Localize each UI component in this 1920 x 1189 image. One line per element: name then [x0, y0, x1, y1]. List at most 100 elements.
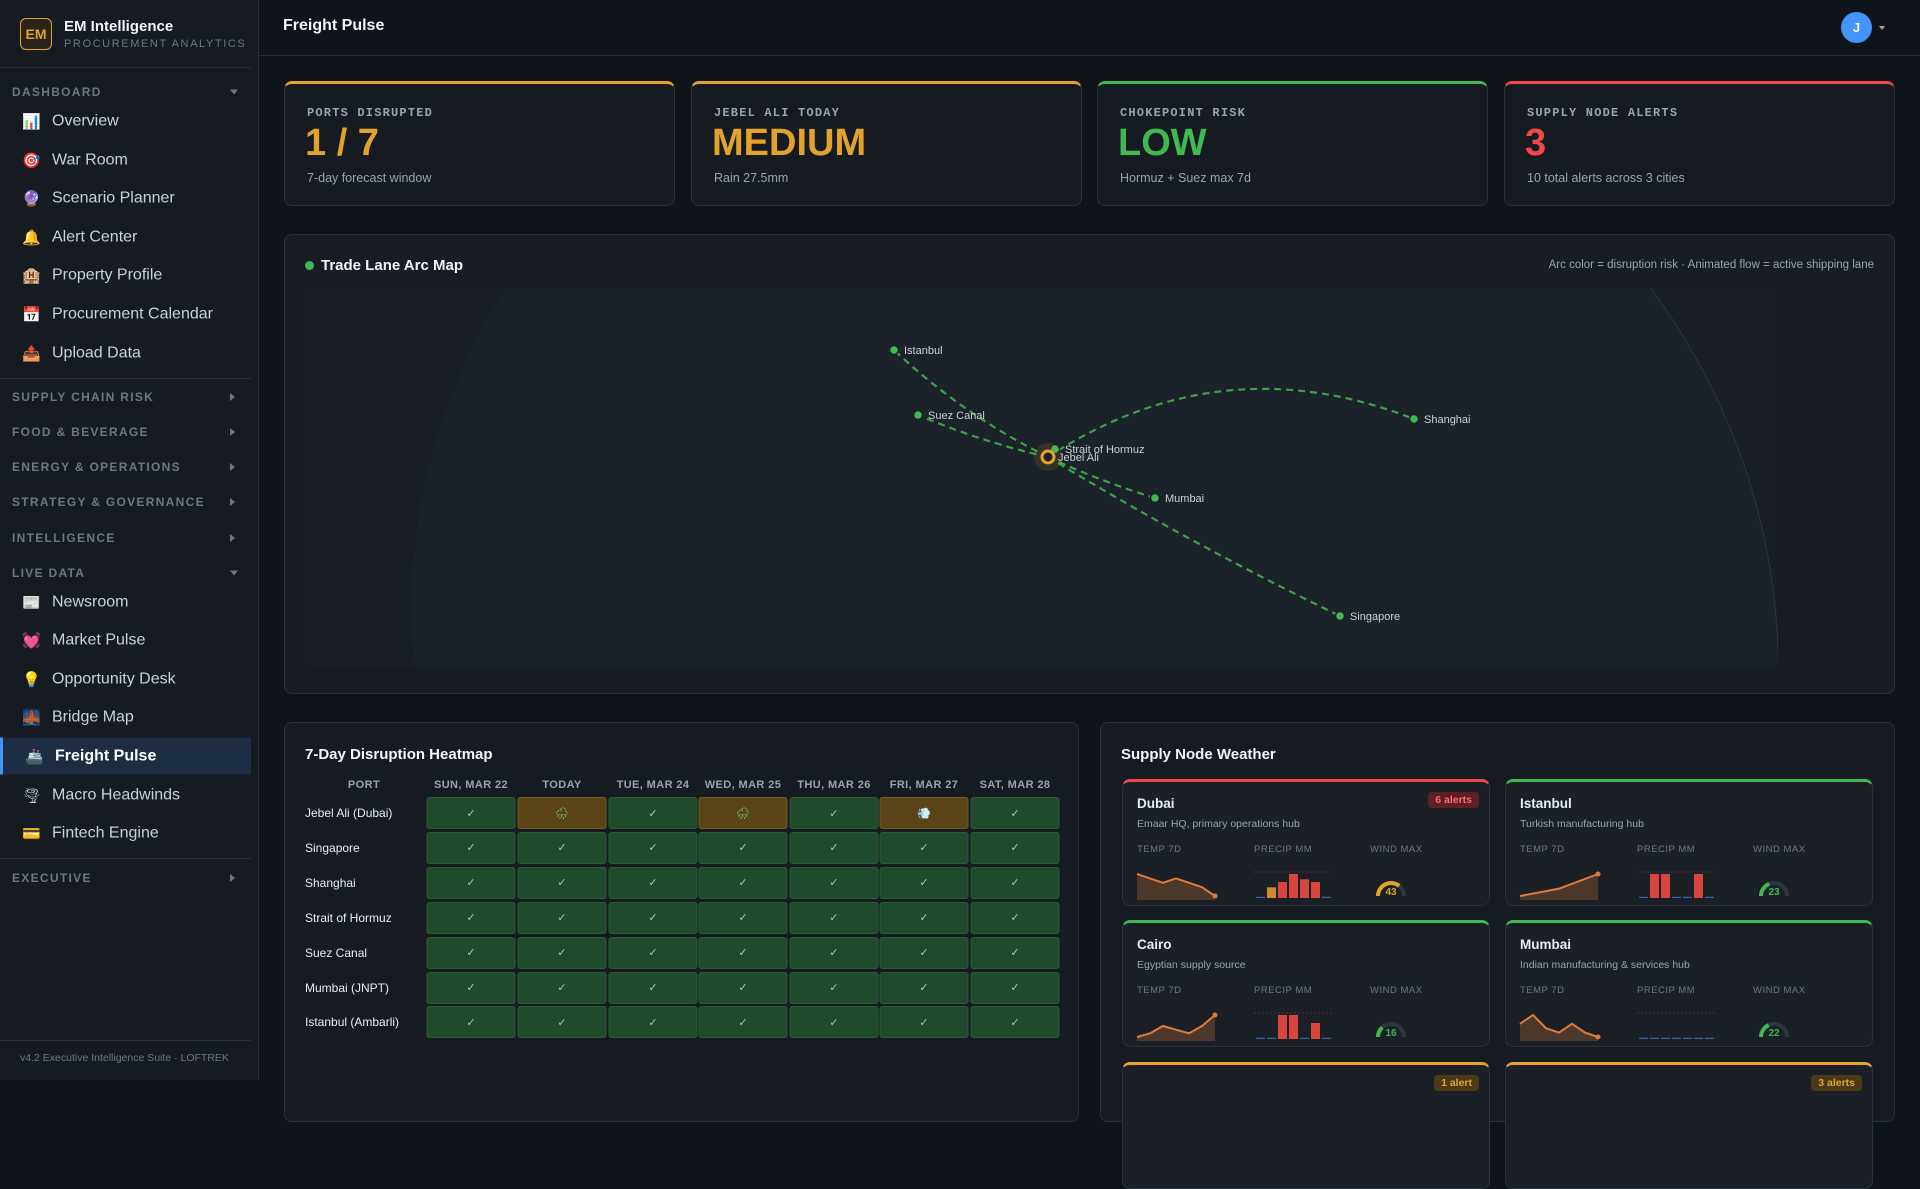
heat-cell[interactable]: ✓: [970, 797, 1060, 829]
port-name: Strait of Hormuz: [305, 910, 392, 925]
alert-badge: 6 alerts: [1428, 792, 1479, 808]
heat-cell[interactable]: ✓: [970, 866, 1060, 899]
temp-area: [1520, 1015, 1598, 1041]
heat-cell[interactable]: ✓: [789, 831, 879, 864]
heat-cell[interactable]: ✓: [426, 866, 516, 899]
heat-cell[interactable]: ✓: [608, 901, 698, 934]
nav-item[interactable]: 💓 Market Pulse: [0, 622, 251, 659]
heat-cell[interactable]: ✓: [698, 866, 788, 899]
section-header[interactable]: INTELLIGENCE: [12, 530, 116, 545]
nav-item[interactable]: 🎯 War Room: [0, 142, 251, 179]
heat-cell[interactable]: ✓: [698, 936, 788, 969]
nav-label: Procurement Calendar: [52, 305, 213, 323]
heat-cell[interactable]: ✓: [879, 1006, 969, 1039]
section-header[interactable]: DASHBOARD: [12, 85, 102, 99]
city-desc: Emaar HQ, primary operations hub: [1137, 818, 1300, 830]
section-header[interactable]: STRATEGY & GOVERNANCE: [12, 495, 205, 510]
heat-cell[interactable]: ✓: [698, 831, 788, 864]
sidebar: EM EM Intelligence PROCUREMENT ANALYTICS DA…: [0, 0, 259, 1080]
section-header[interactable]: ENERGY & OPERATIONS: [12, 460, 181, 475]
city-name: Cairo: [1137, 937, 1172, 952]
heat-cell[interactable]: ✓: [789, 936, 879, 969]
section-chevron: [230, 498, 235, 507]
heat-cell[interactable]: ✓: [879, 866, 969, 899]
nav-item[interactable]: 🔮 Scenario Planner: [0, 180, 251, 217]
precip-bar: [1322, 896, 1331, 898]
nav-item[interactable]: 📰 Newsroom: [0, 584, 251, 621]
nav-item[interactable]: 📅 Procurement Calendar: [0, 296, 251, 333]
nav-item[interactable]: 🔔 Alert Center: [0, 219, 251, 256]
heat-cell[interactable]: ✓: [698, 971, 788, 1004]
precip-bar: [1639, 1037, 1648, 1039]
kpi-value: MEDIUM: [712, 122, 867, 164]
metric-label: WIND MAX: [1370, 985, 1423, 996]
column-header: WED, MAR 25: [704, 779, 782, 791]
heat-cell[interactable]: 🌧: [517, 797, 607, 829]
heat-cell[interactable]: ✓: [879, 936, 969, 969]
nav-item[interactable]: 📤 Upload Data: [0, 335, 251, 372]
heat-cell[interactable]: ✓: [879, 901, 969, 934]
port-node: [1149, 492, 1161, 504]
heat-cell[interactable]: ✓: [517, 936, 607, 969]
precip-bar: [1322, 1037, 1331, 1039]
heat-cell[interactable]: ✓: [608, 831, 698, 864]
precip-bar: [1267, 887, 1276, 898]
heat-cell[interactable]: ✓: [698, 901, 788, 934]
city-desc: Egyptian supply source: [1137, 959, 1246, 971]
nav-label: War Room: [52, 151, 128, 168]
section-header[interactable]: LIVE DATA: [12, 565, 86, 580]
heat-cell[interactable]: ✓: [970, 971, 1060, 1004]
heat-cell[interactable]: ✓: [608, 797, 698, 829]
section-header[interactable]: EXECUTIVE: [12, 870, 92, 885]
heat-cell[interactable]: ✓: [608, 971, 698, 1004]
nav-item[interactable]: 💳 Fintech Engine: [0, 815, 251, 852]
heat-cell[interactable]: ✓: [517, 971, 607, 1004]
heat-cell[interactable]: ✓: [608, 866, 698, 899]
heat-cell[interactable]: ✓: [426, 1006, 516, 1039]
heat-cell[interactable]: ✓: [608, 936, 698, 969]
heat-cell[interactable]: ✓: [426, 971, 516, 1004]
heat-cell[interactable]: ✓: [517, 1006, 607, 1039]
column-header: FRI, MAR 27: [889, 779, 959, 791]
heat-cell[interactable]: ✓: [517, 831, 607, 864]
heat-cell[interactable]: ✓: [970, 936, 1060, 969]
nav-item[interactable]: 📊 Overview: [0, 103, 251, 140]
section-header[interactable]: FOOD & BEVERAGE: [12, 425, 149, 440]
user-avatar[interactable]: J: [1841, 12, 1872, 43]
heat-cell[interactable]: ✓: [879, 831, 969, 864]
heat-cell[interactable]: ✓: [970, 901, 1060, 934]
heat-cell[interactable]: 💨: [879, 797, 969, 829]
heat-cell[interactable]: ✓: [426, 901, 516, 934]
nav-item[interactable]: 🌉 Bridge Map: [0, 699, 251, 736]
heat-cell[interactable]: ✓: [970, 1006, 1060, 1039]
heat-cell[interactable]: ✓: [517, 866, 607, 899]
alert-badge: 3 alerts: [1811, 1075, 1862, 1091]
heat-cell[interactable]: ✓: [426, 936, 516, 969]
heat-cell[interactable]: ✓: [426, 797, 516, 829]
nav-item[interactable]: 🌪 Macro Headwinds: [0, 777, 251, 814]
heat-cell[interactable]: ✓: [426, 831, 516, 864]
nav-item[interactable]: 🏨 Property Profile: [0, 257, 251, 294]
nav-item[interactable]: 🚢 Freight Pulse: [0, 737, 251, 775]
heat-cell[interactable]: ✓: [879, 971, 969, 1004]
gauge-value: [1759, 1023, 1770, 1038]
nav-label: Scenario Planner: [52, 189, 175, 207]
heat-cell[interactable]: ✓: [789, 901, 879, 934]
heat-cell[interactable]: ✓: [789, 797, 879, 829]
temp-area: [1137, 874, 1215, 900]
nav-label: Freight Pulse: [55, 747, 157, 765]
section-header[interactable]: SUPPLY CHAIN RISK: [12, 390, 155, 405]
heat-cell[interactable]: ✓: [789, 866, 879, 899]
heat-cell[interactable]: ✓: [517, 901, 607, 934]
heat-cell[interactable]: ✓: [789, 1006, 879, 1039]
nav-icon: 💓: [22, 631, 41, 650]
heat-cell[interactable]: ✓: [698, 1006, 788, 1039]
nav-item[interactable]: 💡 Opportunity Desk: [0, 661, 251, 698]
heat-cell[interactable]: 🌧: [698, 797, 788, 829]
trade-arc: [1047, 456, 1156, 500]
heat-cell[interactable]: ✓: [970, 831, 1060, 864]
heat-cell[interactable]: ✓: [789, 971, 879, 1004]
heat-cell[interactable]: ✓: [608, 1006, 698, 1039]
precip-bar: [1672, 1037, 1681, 1039]
temp-end: [1595, 871, 1601, 877]
